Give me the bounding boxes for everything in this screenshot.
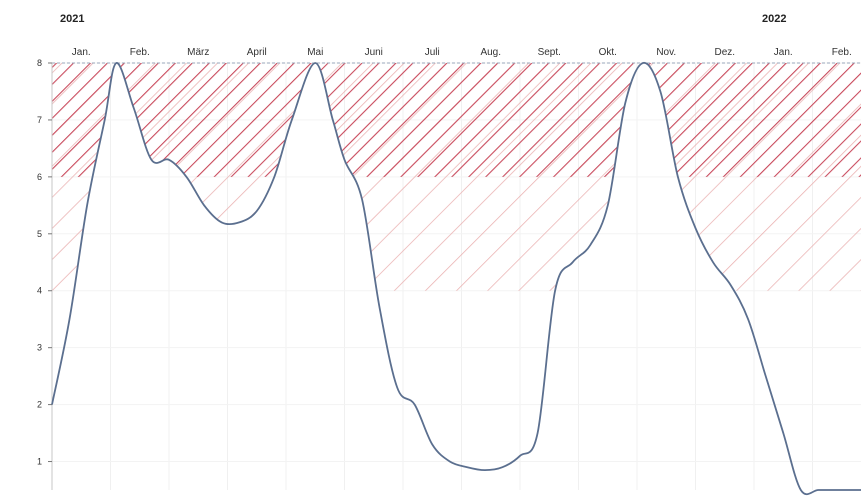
y-tick-label: 4 [37, 286, 42, 296]
year-label: 2021 [60, 13, 84, 25]
y-tick-label: 2 [37, 400, 42, 410]
y-tick-label: 7 [37, 115, 42, 125]
month-tick-label: Nov. [656, 47, 676, 58]
y-tick-label: 5 [37, 229, 42, 239]
month-tick-label: Dez. [714, 47, 735, 58]
threshold-hatch-dark [52, 63, 861, 177]
month-tick-label: März [187, 47, 209, 58]
month-tick-label: Aug. [480, 47, 501, 58]
month-tick-label: Sept. [538, 47, 561, 58]
month-tick-label: Jan. [774, 47, 793, 58]
month-tick-label: Feb. [832, 47, 852, 58]
month-tick-label: Jan. [72, 47, 91, 58]
y-tick-label: 1 [37, 457, 42, 467]
month-tick-label: Okt. [599, 47, 617, 58]
month-tick-label: Juli [425, 47, 440, 58]
month-tick-label: Feb. [130, 47, 150, 58]
y-tick-label: 8 [37, 58, 42, 68]
y-tick-label: 6 [37, 172, 42, 182]
y-tick-label: 3 [37, 343, 42, 353]
month-tick-label: April [247, 47, 267, 58]
month-tick-label: Mai [307, 47, 323, 58]
series-line-group [51, 62, 861, 496]
axis-labels: 2021 2022 Jan. Feb. März April Mai Juni Juli Aug.… [37, 13, 852, 467]
axes [48, 62, 861, 490]
month-tick-label: Juni [365, 47, 383, 58]
year-label: 2022 [762, 13, 786, 25]
series-line [51, 62, 861, 496]
